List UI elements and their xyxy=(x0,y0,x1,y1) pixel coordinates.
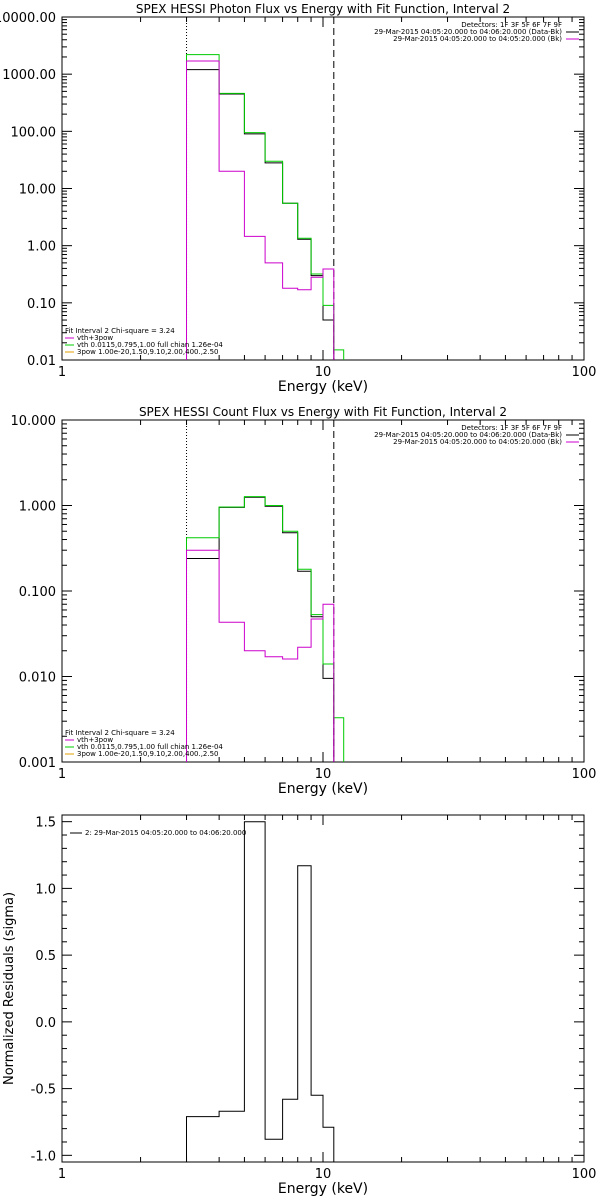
legend-entry: vth+3pow xyxy=(77,334,113,342)
y-tick-label: 1.0 xyxy=(35,882,56,897)
legend-entry: vth 0.0115,0.795,1.00 full chian 1.26e-0… xyxy=(77,743,223,751)
y-tick-label: 0.001 xyxy=(19,756,56,771)
y-tick-label: 10.00 xyxy=(19,183,56,198)
x-axis-label: Energy (keV) xyxy=(278,1181,368,1197)
chart-title: SPEX HESSI Count Flux vs Energy with Fit… xyxy=(139,405,507,419)
legend-entry: Detectors: 1F 3F 5F 6F 7F 9F xyxy=(461,21,562,29)
legend-entry: vth+3pow xyxy=(77,736,113,744)
legend-entry: 2: 29-Mar-2015 04:05:20.000 to 04:06:20.… xyxy=(85,829,246,837)
x-axis-label: Energy (keV) xyxy=(278,781,368,797)
legend-entry: vth 0.0115,0.795,1.00 full chian 1.26e-0… xyxy=(77,341,223,349)
x-tick-label: 1 xyxy=(58,767,66,782)
x-tick-label: 1 xyxy=(58,365,66,380)
y-tick-label: 100.00 xyxy=(11,125,57,140)
series-line-1 xyxy=(186,821,335,1162)
panel-1: SPEX HESSI Photon Flux vs Energy with Fi… xyxy=(0,2,596,395)
y-tick-label: 10000.00 xyxy=(0,11,56,26)
legend-entry: 3pow 1.00e-20,1.50,9.10,2.00,400.,2.50 xyxy=(77,348,219,356)
y-tick-label: 0.0 xyxy=(35,1016,56,1031)
series-line-3 xyxy=(186,60,335,360)
y-tick-label: 10.000 xyxy=(11,414,57,429)
panel-2: SPEX HESSI Count Flux vs Energy with Fit… xyxy=(11,405,597,797)
y-tick-label: 0.100 xyxy=(19,585,56,600)
legend-entry: 29-Mar-2015 04:05:20.000 to 04:05:20.000… xyxy=(393,35,562,43)
x-tick-label: 10 xyxy=(315,1167,332,1182)
y-tick-label: 1.00 xyxy=(27,240,56,255)
chart-title: SPEX HESSI Photon Flux vs Energy with Fi… xyxy=(136,2,510,16)
legend-entry: 29-Mar-2015 04:05:20.000 to 04:05:20.000… xyxy=(393,438,562,446)
y-tick-label: 0.01 xyxy=(27,354,56,369)
panel-3: 1 10 100 -1.0 -0.5 0.0 0.5 1.0 1.5 Energy (keV) No… xyxy=(2,814,597,1197)
y-tick-label: 1.000 xyxy=(19,500,56,515)
legend-entry: Fit Interval 2 Chi-square = 3.24 xyxy=(65,729,175,737)
y-tick-label: 0.5 xyxy=(35,949,56,964)
x-axis-label: Energy (keV) xyxy=(278,379,368,395)
x-tick-label: 100 xyxy=(572,365,597,380)
legend-entry: Fit Interval 2 Chi-square = 3.24 xyxy=(65,327,175,335)
y-tick-label: -0.5 xyxy=(31,1083,56,1098)
legend-entry: 29-Mar-2015 04:05:20.000 to 04:06:20.000… xyxy=(374,28,562,36)
x-tick-label: 10 xyxy=(315,365,332,380)
legend-entry: Detectors: 1F 3F 5F 6F 7F 9F xyxy=(461,424,562,432)
y-tick-label: 0.010 xyxy=(19,671,56,686)
x-tick-label: 10 xyxy=(315,767,332,782)
x-tick-label: 100 xyxy=(572,1167,597,1182)
y-tick-label: 1000.00 xyxy=(2,68,56,83)
y-tick-label: 0.10 xyxy=(27,297,56,312)
y-tick-label: 1.5 xyxy=(35,816,56,831)
series-line-2 xyxy=(186,54,345,360)
x-tick-label: 100 xyxy=(572,767,597,782)
series-line-2 xyxy=(186,496,345,762)
legend-entry: 3pow 1.00e-20,1.50,9.10,2.00,400.,2.50 xyxy=(77,750,219,758)
x-tick-label: 1 xyxy=(58,1167,66,1182)
y-axis-label: Normalized Residuals (sigma) xyxy=(2,892,17,1085)
legend-entry: 29-Mar-2015 04:05:20.000 to 04:06:20.000… xyxy=(374,431,562,439)
y-tick-label: -1.0 xyxy=(31,1149,56,1164)
series-line-3 xyxy=(186,549,335,762)
